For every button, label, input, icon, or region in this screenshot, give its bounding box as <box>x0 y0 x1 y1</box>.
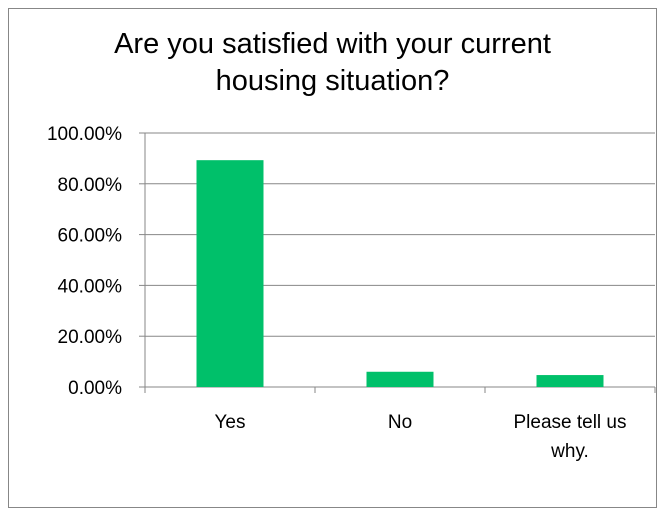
y-tick-label: 80.00% <box>58 175 123 196</box>
x-category-label: No <box>388 412 412 433</box>
y-tick-label: 100.00% <box>47 124 122 145</box>
x-category-label: Please tell us <box>513 412 626 433</box>
chart-frame <box>8 8 657 508</box>
bar-2 <box>366 371 434 387</box>
bar-chart: 0.00% 20.00% 40.00% 60.00% 80.00% 100.00% Yes N… <box>47 124 656 462</box>
bar-1 <box>196 160 264 387</box>
chart-title: Are you satisfied with your current hous… <box>8 26 657 100</box>
bar-3 <box>536 375 604 387</box>
y-tick-label: 40.00% <box>58 276 123 297</box>
chart-title-line-2: housing situation? <box>215 65 450 97</box>
y-tick-label: 0.00% <box>68 378 122 399</box>
x-category-label: why. <box>550 441 589 462</box>
x-category-label: Yes <box>215 412 246 433</box>
chart-title-line-1: Are you satisfied with your current <box>114 28 551 60</box>
y-tick-label: 20.00% <box>58 327 123 348</box>
y-tick-label: 60.00% <box>58 226 123 247</box>
